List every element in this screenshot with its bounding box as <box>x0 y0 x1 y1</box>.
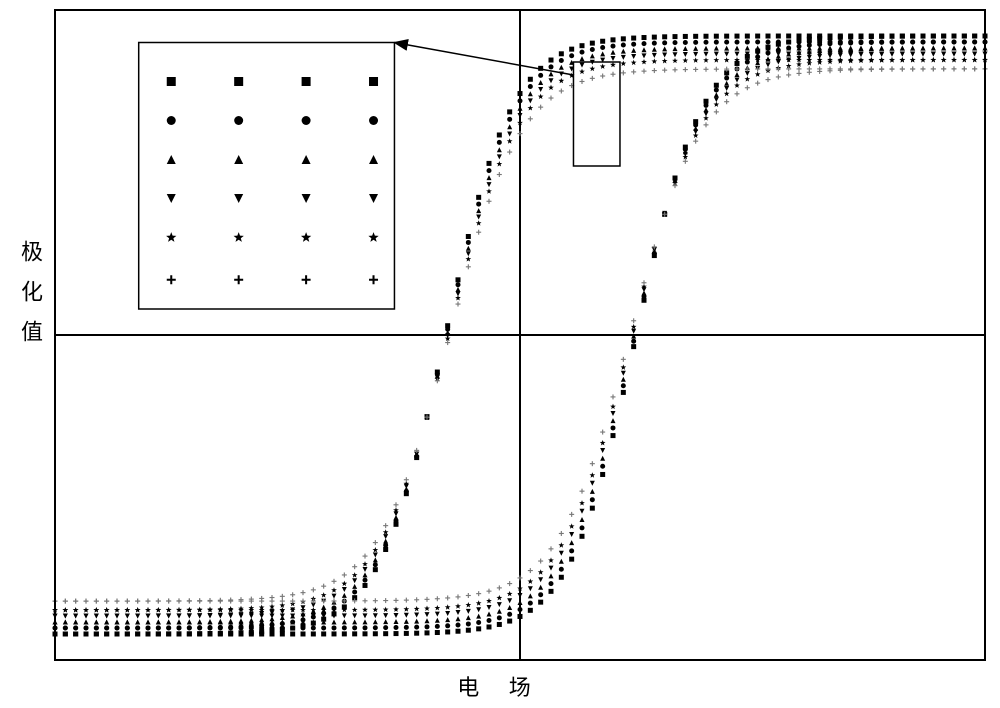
inset-box <box>139 43 395 310</box>
y-axis-label: 极化值 <box>14 240 46 360</box>
hysteresis-chart <box>0 0 1000 708</box>
x-axis-label: 电 场 <box>0 670 1000 702</box>
